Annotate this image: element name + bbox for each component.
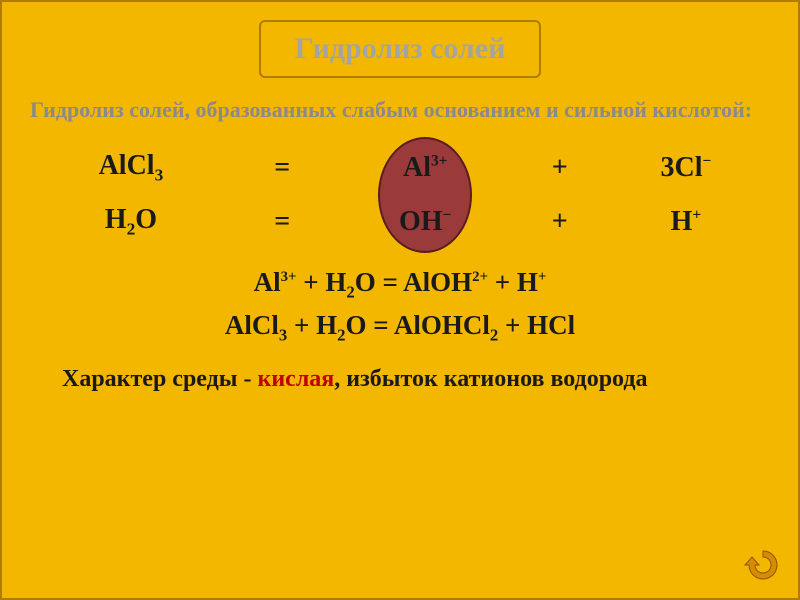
eq-part: + H [296, 267, 346, 297]
subscript: 3 [155, 165, 164, 184]
cation-cell: H+ [602, 195, 770, 249]
formula-text: AlCl [99, 150, 155, 181]
cation-cell: Al3+ [333, 141, 518, 195]
eq-part: + H [287, 310, 337, 340]
dissociation-table: AlCl3 = Al3+ + 3Cl− H2O = OH− + H+ [30, 141, 770, 249]
acidic-highlight: кислая [258, 366, 335, 392]
superscript: 3+ [431, 152, 447, 169]
eq-part: AlCl [225, 310, 279, 340]
subtitle-text: Гидролиз солей, образованных слабым осно… [30, 96, 770, 125]
footer-part: , избыток катионов водорода [334, 366, 647, 392]
superscript: + [692, 206, 701, 223]
subscript: 2 [490, 325, 498, 344]
equation-ionic: Al3+ + H2O = AlOH2+ + H+ [30, 267, 770, 302]
footer-part: Характер среды - [62, 366, 258, 392]
ion-text: Al3+ [403, 152, 447, 183]
eq-part: + H [488, 267, 538, 297]
subscript: 2 [346, 282, 354, 301]
superscript: − [443, 206, 452, 223]
eq-part: + HCl [498, 310, 575, 340]
ion-base: OH [399, 206, 443, 237]
eq-part: O = AlOHCl [345, 310, 489, 340]
table-row: H2O = OH− + H+ [30, 195, 770, 249]
plus-cell: + [518, 195, 602, 249]
anion-cell: 3Cl− [602, 141, 770, 195]
slide-container: Гидролиз солей Гидролиз солей, образован… [0, 0, 800, 600]
superscript: + [538, 269, 546, 285]
anion-cell: OH− [333, 195, 518, 249]
table-row: AlCl3 = Al3+ + 3Cl− [30, 141, 770, 195]
subscript: 2 [127, 219, 136, 238]
superscript: 3+ [281, 269, 297, 285]
return-button[interactable] [742, 544, 784, 586]
return-arrow-icon [743, 545, 783, 585]
equals-cell: = [232, 195, 333, 249]
footer-conclusion: Характер среды - кислая, избыток катионо… [30, 363, 770, 395]
ion-base: H [671, 206, 693, 237]
formula-tail: O [135, 204, 157, 235]
ion-base: Al [403, 152, 431, 183]
equation-molecular: AlCl3 + H2O = AlOHCl2 + HCl [30, 310, 770, 345]
eq-part: Al [254, 267, 281, 297]
slide-title: Гидролиз солей [295, 32, 506, 65]
superscript: − [703, 152, 712, 169]
superscript: 2+ [472, 269, 488, 285]
subscript: 3 [279, 325, 287, 344]
coef: 3 [661, 152, 675, 183]
title-box: Гидролиз солей [259, 20, 542, 78]
title-row: Гидролиз солей [30, 20, 770, 96]
eq-part: O = AlOH [355, 267, 472, 297]
ion-text: OH− [399, 206, 451, 237]
equals-cell: = [232, 141, 333, 195]
formula-cell: H2O [30, 195, 232, 249]
formula-cell: AlCl3 [30, 141, 232, 195]
formula-text: H [105, 204, 127, 235]
ion-base: Cl [675, 152, 703, 183]
plus-cell: + [518, 141, 602, 195]
